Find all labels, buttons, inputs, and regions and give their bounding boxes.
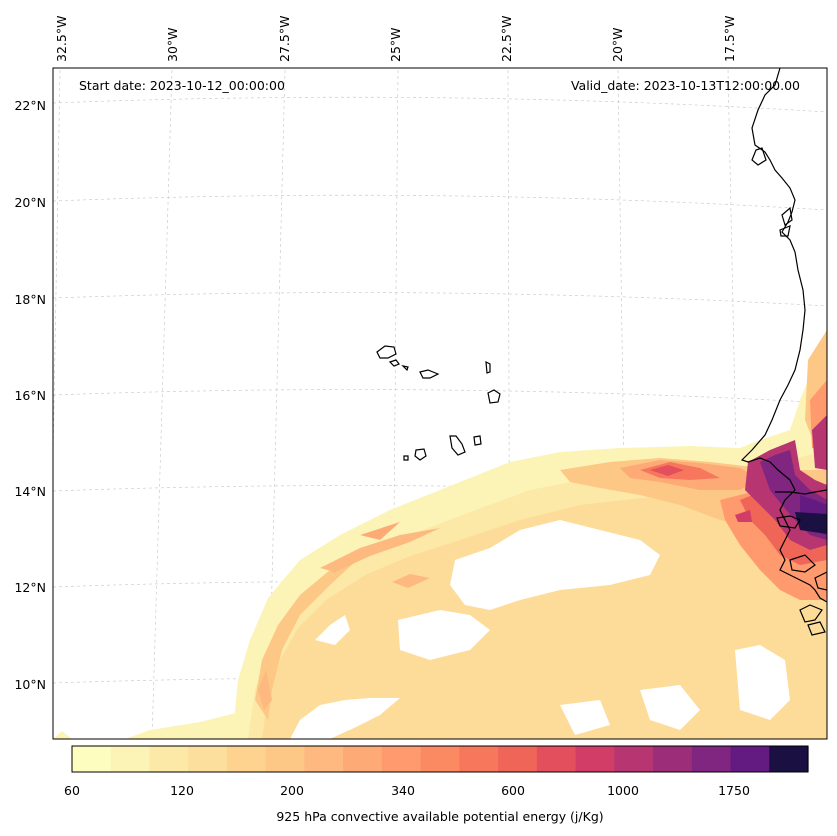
- lat-label: 22°N: [14, 98, 46, 113]
- sal: [485, 360, 491, 374]
- colorbar-segment: [265, 746, 306, 772]
- colorbar-segment: [653, 746, 693, 772]
- cape-coast-6: [795, 512, 827, 534]
- colorbar-ticks: 60 120 200 340 600 1000 1750: [64, 783, 750, 798]
- guinea-bissau-detail: [789, 554, 816, 573]
- colorbar-segment: [575, 746, 615, 772]
- coastlines: [376, 68, 827, 636]
- colorbar-segment: [536, 746, 577, 772]
- colorbar-segment: [381, 746, 422, 772]
- no-data-areas: [290, 520, 790, 739]
- africa-coastline: [740, 68, 827, 603]
- cape-arc-4: [392, 574, 430, 588]
- sao-nicolau: [419, 369, 440, 379]
- lat-label: 18°N: [14, 292, 46, 307]
- lat-label: 16°N: [14, 388, 46, 403]
- colorbar-segment: [614, 746, 654, 772]
- lon-label: 25°W: [388, 27, 403, 62]
- colorbar-segment: [691, 746, 732, 772]
- latitude-labels: 22°N 20°N 18°N 16°N 14°N 12°N 10°N: [14, 98, 46, 692]
- cape-east-4: [650, 465, 684, 476]
- gambia-river: [775, 489, 827, 495]
- senegal-detail: [776, 515, 801, 529]
- lon-label: 22.5°W: [499, 16, 514, 62]
- africa-coast-detail-2: [781, 206, 793, 226]
- colorbar-segment: [72, 746, 112, 772]
- colorbar-tick-label: 600: [501, 783, 525, 798]
- colorbar-segment: [226, 746, 267, 772]
- brava: [403, 455, 409, 461]
- boa-vista: [487, 389, 501, 404]
- santo-antao: [376, 345, 397, 359]
- guinea-coast: [799, 604, 823, 623]
- cape-arc-2: [320, 528, 440, 572]
- sao-vicente: [388, 359, 400, 367]
- guinea-bissau-detail-2: [814, 571, 827, 591]
- colorbar-tick-label: 120: [170, 783, 194, 798]
- lon-label: 20°W: [610, 27, 625, 62]
- lon-label: 32.5°W: [54, 16, 69, 62]
- colorbar-segment: [769, 746, 809, 772]
- lon-label: 27.5°W: [277, 16, 292, 62]
- africa-coast-detail-1: [751, 147, 767, 166]
- santa-luzia: [401, 365, 409, 372]
- colorbar-segment: [343, 746, 383, 772]
- cape-arc-5: [258, 670, 272, 710]
- colorbar-segment: [110, 746, 151, 772]
- colorbar-border: [71, 745, 809, 773]
- santiago: [449, 435, 466, 456]
- valid-date-text: Valid_date: 2023-10-13T12:00:00.00: [571, 78, 800, 93]
- colorbar-segment: [420, 746, 460, 772]
- colorbar-segment: [459, 746, 499, 772]
- lat-label: 20°N: [14, 195, 46, 210]
- colorbar-segment: [498, 746, 538, 772]
- cape-arc-3: [360, 522, 400, 540]
- guinea-coast-2: [807, 621, 826, 636]
- cape-band-south: [125, 712, 245, 739]
- fogo: [414, 448, 427, 461]
- lat-label: 14°N: [14, 484, 46, 499]
- colorbar-tick-label: 1750: [718, 783, 750, 798]
- colorbar-tick-label: 200: [280, 783, 304, 798]
- lat-label: 10°N: [14, 677, 46, 692]
- cape-band-3: [262, 470, 827, 739]
- colorbar-label: 925 hPa convective available potential e…: [276, 809, 603, 824]
- longitude-labels: 32.5°W 30°W 27.5°W 25°W 22.5°W 20°W 17.5…: [54, 16, 737, 62]
- colorbar: [72, 746, 809, 772]
- colorbar-tick-label: 340: [391, 783, 415, 798]
- gridlines: [53, 69, 827, 739]
- colorbar-tick-label: 60: [64, 783, 80, 798]
- cape-northeast-3: [812, 415, 827, 470]
- colorbar-segment: [149, 746, 189, 772]
- plot-border: [52, 67, 828, 740]
- colorbar-segment: [188, 746, 228, 772]
- lon-label: 17.5°W: [722, 16, 737, 62]
- colorbar-segment: [304, 746, 344, 772]
- lat-label: 12°N: [14, 580, 46, 595]
- start-date-text: Start date: 2023-10-12_00:00:00: [79, 78, 285, 93]
- colorbar-segment: [730, 746, 770, 772]
- maio: [473, 435, 482, 446]
- lon-label: 30°W: [165, 27, 180, 62]
- colorbar-tick-label: 1000: [607, 783, 639, 798]
- cape-coast-7: [735, 510, 752, 522]
- africa-coast-detail-3: [779, 225, 791, 237]
- cape-contours: [53, 330, 827, 739]
- cape-band-southwest: [53, 731, 72, 739]
